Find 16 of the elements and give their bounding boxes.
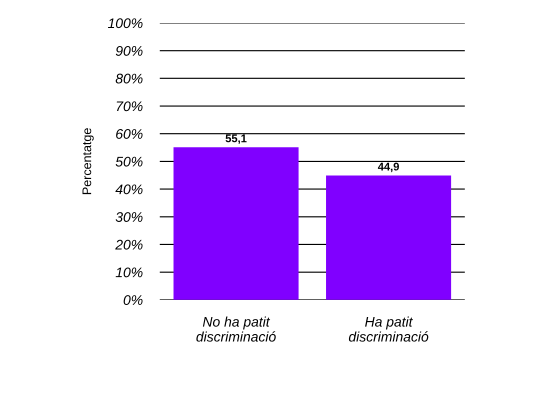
y-tick-label: 70% <box>116 101 143 112</box>
y-tick-label: 10% <box>116 267 143 278</box>
y-tick-label: 20% <box>115 240 143 250</box>
data-label: 55,1 <box>226 134 247 144</box>
x-tick-label: Ha patit discriminació <box>348 316 428 342</box>
y-tick-label: 60% <box>116 129 143 139</box>
y-axis-title: Percentatge <box>82 128 94 194</box>
y-tick-label: 40% <box>115 184 143 194</box>
y-tick-label: 0% <box>124 295 143 305</box>
x-tick-label: No ha patit discriminació <box>196 316 276 342</box>
y-tick-label: 100% <box>108 18 143 28</box>
data-label: 44,9 <box>378 162 399 172</box>
y-tick-label: 80% <box>116 74 143 84</box>
y-tick-label: 50% <box>116 156 143 167</box>
y-tick-label: 30% <box>116 212 143 222</box>
y-tick-label: 90% <box>116 46 143 56</box>
